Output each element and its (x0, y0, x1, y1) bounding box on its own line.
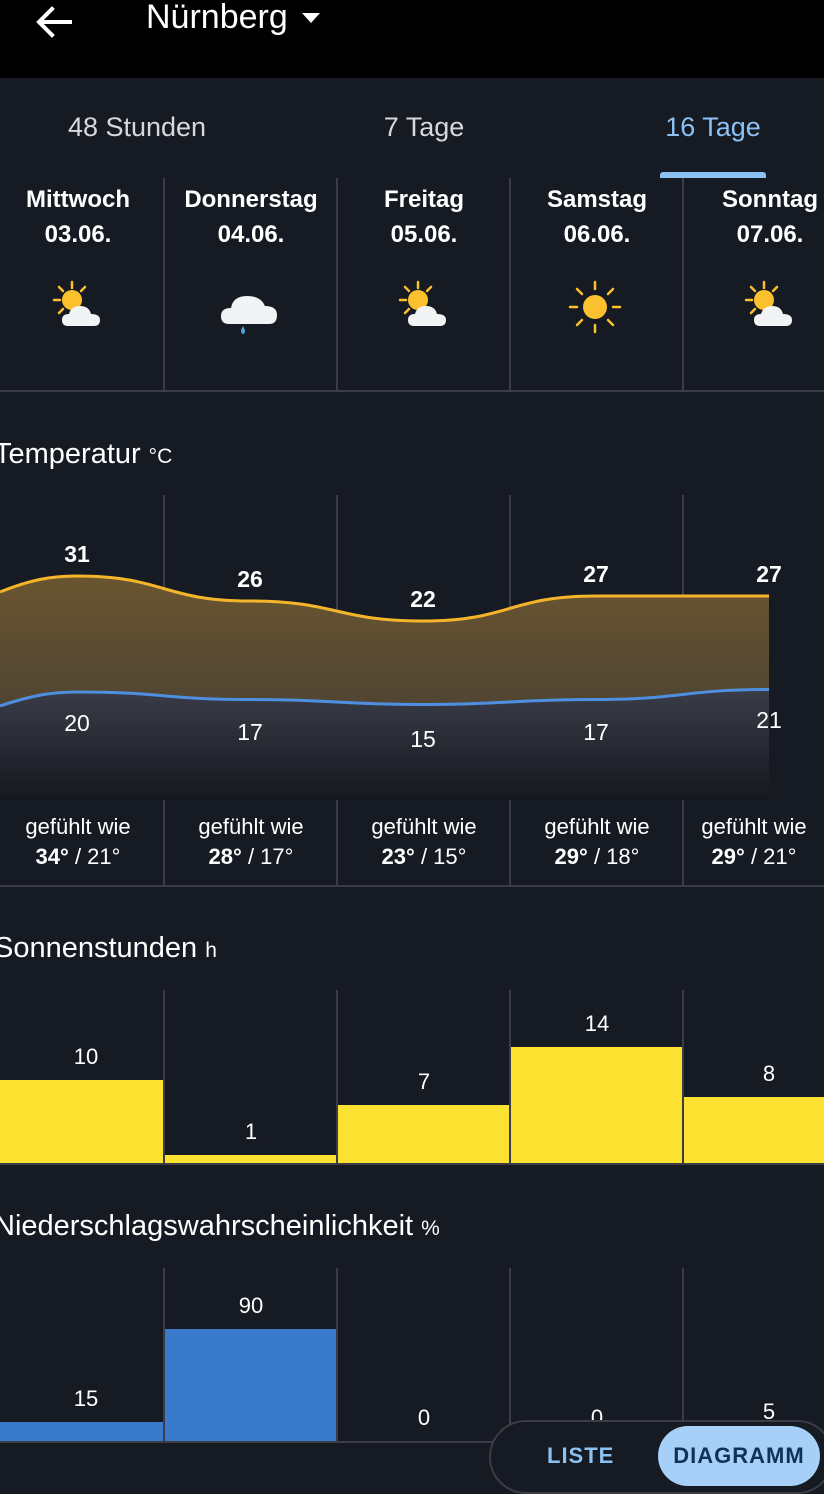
column-divider (509, 1268, 511, 1441)
city-selector[interactable]: Nürnberg (146, 0, 320, 37)
divider (0, 885, 824, 887)
weekday-label: Sonntag (722, 186, 818, 213)
tab-indicator (660, 172, 766, 178)
tab-7-tage[interactable]: 7 Tage (383, 112, 465, 142)
max-temp-label: 27 (756, 561, 782, 587)
feels-like: gefühlt wie 23° / 15° (371, 814, 477, 869)
precipitation-bar-label: 5 (762, 1398, 776, 1424)
sun-icon (568, 280, 622, 334)
min-temp-label: 21 (756, 707, 782, 733)
column-divider (682, 990, 684, 1163)
sunshine-bar-label: 1 (244, 1118, 258, 1144)
column-divider (163, 1268, 165, 1441)
date-label: 05.06. (390, 221, 458, 248)
tab-48-stunden[interactable]: 48 Stunden (67, 112, 207, 142)
column-divider (682, 178, 684, 390)
top-app-bar: Nürnberg (0, 0, 824, 78)
day-header[interactable]: Samstag 06.06. (511, 182, 683, 252)
sun-cloud-icon (744, 280, 792, 326)
column-divider (336, 178, 338, 390)
min-temperature-line (0, 688, 770, 708)
sunshine-bar-label: 10 (73, 1044, 99, 1069)
sunshine-bar (165, 1154, 336, 1163)
precipitation-title: Niederschlagswahrscheinlichkeit% (0, 1210, 440, 1242)
range-tabs: 48 Stunden 7 Tage 16 Tage (0, 78, 824, 178)
sunshine-bar (684, 1096, 824, 1163)
day-header[interactable]: Mittwoch 03.06. (0, 182, 164, 252)
column-divider (682, 1268, 684, 1441)
weekday-label: Donnerstag (184, 186, 318, 213)
sun-cloud-icon (52, 280, 100, 326)
min-temp-label: 17 (237, 719, 263, 745)
weekday-label: Freitag (383, 186, 464, 213)
date-label: 03.06. (44, 221, 112, 248)
arrow-left-icon[interactable] (34, 4, 74, 40)
sunshine-bar-label: 7 (417, 1068, 431, 1094)
list-view-button[interactable]: LISTE (547, 1443, 615, 1468)
column-divider (509, 990, 511, 1163)
min-temperature-area (0, 689, 769, 800)
column-divider (163, 178, 165, 390)
precipitation-bar (165, 1328, 336, 1441)
day-header[interactable]: Freitag 05.06. (338, 182, 510, 252)
sunshine-bar (338, 1104, 509, 1163)
precipitation-bar (0, 1422, 163, 1441)
chart-view-button[interactable]: DIAGRAMM (658, 1426, 820, 1486)
column-divider (163, 990, 165, 1163)
cloud-rain-icon (221, 296, 277, 334)
day-header[interactable]: Sonntag 07.06. (684, 182, 824, 252)
weekday-label: Samstag (546, 186, 648, 213)
column-divider (336, 1268, 338, 1441)
divider (0, 1163, 824, 1165)
precipitation-bar-label: 0 (417, 1405, 431, 1430)
day-header[interactable]: Donnerstag 04.06. (165, 182, 337, 252)
date-label: 07.06. (736, 221, 804, 248)
sunshine-bar (511, 1046, 682, 1163)
precipitation-bar-label: 90 (238, 1292, 264, 1318)
divider (0, 1441, 824, 1443)
sunshine-bar-label: 14 (584, 1010, 610, 1036)
max-temperature-line (0, 574, 769, 623)
caret-down-icon (301, 12, 320, 23)
weekday-label: Mittwoch (26, 186, 130, 213)
tab-16-tage[interactable]: 16 Tage (665, 112, 761, 142)
temperature-title: Temperatur °C (0, 438, 173, 470)
feels-like: gefühlt wie 29° / 18° (544, 814, 650, 869)
date-label: 06.06. (563, 221, 631, 248)
precipitation-bar-label: 15 (73, 1386, 99, 1412)
min-temp-label: 15 (410, 726, 436, 752)
min-temp-label: 17 (583, 719, 609, 745)
feels-like: gefühlt wie 28° / 17° (198, 814, 304, 869)
min-temp-label: 20 (64, 710, 90, 736)
date-label: 04.06. (217, 221, 285, 248)
max-temp-label: 27 (583, 561, 609, 587)
sunshine-bar (0, 1080, 163, 1163)
max-temp-label: 22 (410, 586, 436, 612)
view-toggle: LISTE DIAGRAMM (489, 1420, 824, 1494)
divider (0, 390, 824, 392)
column-divider (509, 178, 511, 390)
feels-like: gefühlt wie 29° / 21° (701, 814, 807, 869)
sunshine-bar-label: 8 (762, 1060, 776, 1086)
max-temp-label: 31 (64, 541, 90, 567)
temperature-chart (0, 574, 770, 800)
sun-cloud-icon (398, 280, 446, 326)
sunshine-title: Sonnenstunden h (0, 932, 217, 964)
column-divider (336, 990, 338, 1163)
feels-like: gefühlt wie 34° / 21° (25, 814, 131, 869)
max-temp-label: 26 (237, 566, 263, 592)
city-name: Nürnberg (146, 0, 288, 36)
